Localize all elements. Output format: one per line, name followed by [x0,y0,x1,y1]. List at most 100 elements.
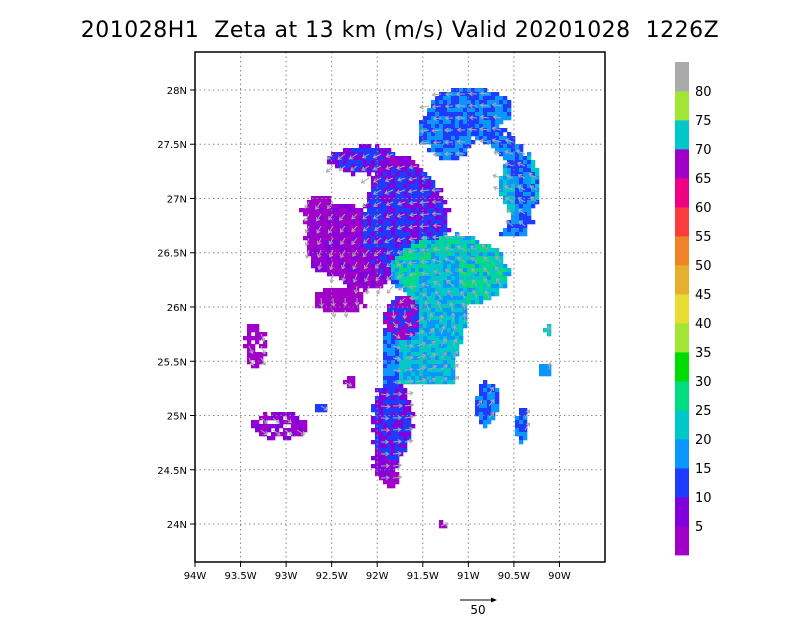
field-cell [443,380,448,385]
wind-vector-head [409,212,414,218]
field-cell [427,260,432,265]
field-cell [447,100,452,105]
wind-vector-shaft [480,116,490,119]
wind-vector-head [432,235,437,240]
field-cell [379,152,384,157]
field-cell [387,248,392,253]
field-cell [399,428,404,433]
field-cell [391,448,396,453]
field-cell [495,264,500,269]
field-cell [375,144,380,149]
wind-vector-head [304,204,309,209]
field-cell [403,376,408,381]
field-cell [463,272,468,277]
wind-vector-head [429,327,435,333]
field-cell [395,184,400,189]
wind-vector-shaft [459,279,466,287]
lat-tick-label: 24.5N [157,466,187,477]
wind-vector-head [376,290,381,295]
field-cell [459,316,464,321]
field-cell [247,332,252,337]
field-cell [403,240,408,245]
field-cell [411,172,416,177]
field-cell [391,188,396,193]
field-cell [399,232,404,237]
field-cell [303,208,308,213]
field-cell [391,424,396,429]
field-cell [479,260,484,265]
field-cell [419,380,424,385]
field-cell [383,460,388,465]
field-cell [439,200,444,205]
wind-vector-head [455,115,460,121]
wind-vector-shaft [524,422,530,431]
wind-vector-shaft [315,201,322,210]
field-cell [443,320,448,325]
field-cell [379,192,384,197]
wind-vector-head [328,253,334,258]
field-cell [435,300,440,305]
field-cell [339,252,344,257]
lon-tick-label: 93.5W [224,571,256,582]
field-cell [415,240,420,245]
field-cell [415,164,420,169]
colorbar-label: 80 [695,85,712,100]
field-cell [383,432,388,437]
field-cell [391,252,396,257]
field-cell [443,224,448,229]
field-cell [379,468,384,473]
field-cell [503,148,508,153]
field-cell [487,384,492,389]
field-cell [355,256,360,261]
field-cell [379,280,384,285]
wind-vector-shaft [452,363,459,371]
field-cell [343,156,348,161]
field-cell [343,204,348,209]
field-cell [367,280,372,285]
field-cell [519,168,524,173]
field-cell [431,132,436,137]
field-cell [407,360,412,365]
field-cell [451,152,456,157]
lat-tick-label: 25.5N [157,357,187,368]
colorbar-label: 5 [695,520,703,535]
field-cell [455,96,460,101]
field-cell [475,296,480,301]
field-cell [399,224,404,229]
field-cell [399,180,404,185]
wind-vector-shaft [530,197,538,203]
lon-tick-label: 91W [457,571,480,582]
field-cell [395,188,400,193]
field-cell [339,308,344,313]
field-cell [435,336,440,341]
wind-vector-shaft [304,201,310,209]
field-cell [319,216,324,221]
wind-vector-shaft [392,345,401,349]
field-cell [399,272,404,277]
field-cell [371,228,376,233]
field-cell [467,120,472,125]
wind-vector-head [455,103,460,109]
field-cell [323,208,328,213]
field-cell [383,348,388,353]
field-cell [347,216,352,221]
field-cell [307,208,312,213]
wind-vector-shaft [364,273,370,282]
field-cell [395,196,400,201]
field-cell [503,136,508,141]
wind-vector-head [385,165,390,170]
field-cell [387,188,392,193]
field-cell [407,216,412,221]
field-cell [499,232,504,237]
wind-vector-head [396,249,401,255]
field-cell [415,276,420,281]
field-cell [483,104,488,109]
wind-vector-shaft [472,290,478,299]
lat-tick-label: 25N [167,412,187,423]
wind-vector-shaft [416,330,425,335]
field-cell [527,180,532,185]
field-cell [459,328,464,333]
field-cell [435,272,440,277]
field-cell [387,204,392,209]
field-cell [307,232,312,237]
